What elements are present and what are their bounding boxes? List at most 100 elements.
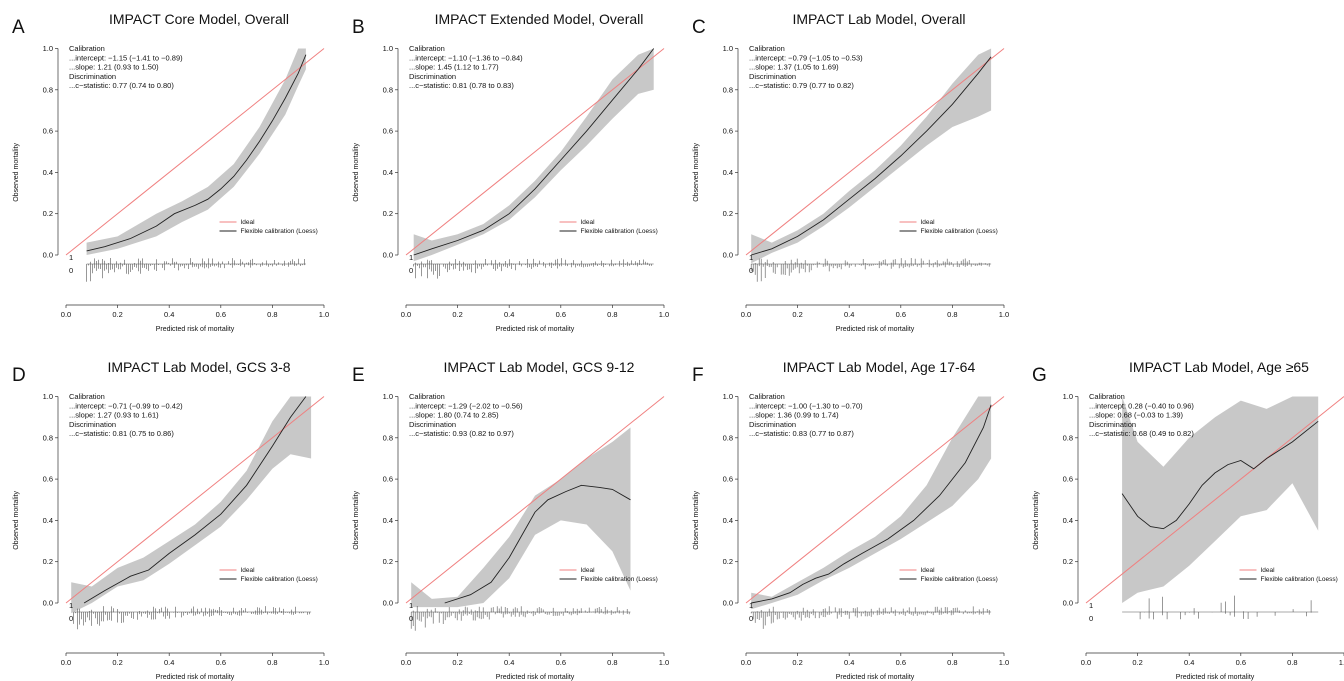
y-tick-label: 1.0 <box>43 44 53 53</box>
rug-plot: 10 <box>69 601 312 630</box>
annotation-line: Calibration <box>409 392 445 401</box>
x-tick-label: 0.8 <box>607 658 617 667</box>
legend-label: Flexible calibration (Loess) <box>581 228 658 235</box>
x-tick-label: 0.4 <box>504 310 514 319</box>
panel-letter: G <box>1032 365 1047 386</box>
panel-title: IMPACT Lab Model, Age 17-64 <box>783 359 976 375</box>
y-tick-label: 0.0 <box>1063 599 1073 608</box>
y-tick-label: 0.4 <box>1063 516 1073 525</box>
annotation-line: Calibration <box>69 392 105 401</box>
x-tick-label: 0.6 <box>216 310 226 319</box>
legend-label: Flexible calibration (Loess) <box>921 228 998 235</box>
x-tick-label: 0.4 <box>844 658 854 667</box>
annotation-line: ...slope: 1.45 (1.12 to 1.77) <box>409 63 499 72</box>
x-tick-label: 0.0 <box>61 310 71 319</box>
annotation-line: ...c−statistic: 0.93 (0.82 to 0.97) <box>409 429 514 438</box>
rug-label-0: 0 <box>409 266 413 275</box>
y-tick-label: 1.0 <box>723 44 733 53</box>
x-axis: 0.0 0.2 0.4 0.6 0.8 1.0 Predicted risk of mort… <box>61 304 329 333</box>
confidence-band <box>86 48 306 255</box>
annotation-line: ...slope: 1.21 (0.93 to 1.50) <box>69 63 159 72</box>
y-tick-label: 0.2 <box>723 557 733 566</box>
y-tick-label: 0.0 <box>43 251 53 260</box>
panel-f: F IMPACT Lab Model, Age 17-64 0.0 0.2 0.4 0.6… <box>692 359 1009 681</box>
legend: Ideal Flexible calibration (Loess) <box>559 567 658 583</box>
rug-plot: 10 <box>1089 595 1319 623</box>
legend: Ideal Flexible calibration (Loess) <box>899 567 998 583</box>
annotation-line: ...c−statistic: 0.81 (0.78 to 0.83) <box>409 81 514 90</box>
panel-letter: E <box>352 365 365 386</box>
panel-e: E IMPACT Lab Model, GCS 9-120.00.20.40.60… <box>352 359 669 681</box>
annotation-line: Discrimination <box>409 72 456 81</box>
loess-line <box>1121 420 1319 530</box>
loess-line <box>413 48 655 256</box>
x-tick-label: 0.4 <box>504 658 514 667</box>
y-tick-label: 0.0 <box>723 599 733 608</box>
calibration-annotation: Calibration...intercept: −1.15 (−1.41 to… <box>69 44 183 90</box>
panel-g: G IMPACT Lab Model, Age ≥650.00.20.40.60.… <box>1032 359 1344 681</box>
x-tick-label: 0.6 <box>896 658 906 667</box>
y-tick-label: 1.0 <box>1063 392 1073 401</box>
x-tick-label: 0.8 <box>1287 658 1297 667</box>
x-axis-label: Predicted risk of mortality <box>496 326 575 333</box>
annotation-line: ...intercept: 0.28 (−0.40 to 0.96) <box>1089 401 1194 410</box>
annotation-line: ...c−statistic: 0.68 (0.49 to 0.82) <box>1089 429 1194 438</box>
annotation-line: ...slope: 1.36 (0.99 to 1.74) <box>749 411 839 420</box>
x-axis: 0.0 0.2 0.4 0.6 0.8 1.0 Predicted risk of mort… <box>1081 652 1344 681</box>
annotation-line: Discrimination <box>1089 420 1136 429</box>
y-axis: 0.0 0.2 0.4 0.6 0.8 1.0 Observed mortality <box>693 44 739 260</box>
annotation-line: ...slope: 1.37 (1.05 to 1.69) <box>749 63 839 72</box>
y-tick-label: 0.4 <box>43 516 53 525</box>
confidence-band <box>751 48 992 264</box>
loess-line <box>444 484 631 604</box>
x-tick-label: 0.0 <box>1081 658 1091 667</box>
y-tick-label: 0.2 <box>1063 557 1073 566</box>
y-tick-label: 0.8 <box>383 433 393 442</box>
panel-title: IMPACT Extended Model, Overall <box>435 11 644 27</box>
y-tick-label: 0.2 <box>43 557 53 566</box>
x-tick-label: 0.6 <box>556 658 566 667</box>
confidence-band <box>1122 396 1319 603</box>
calibration-annotation: Calibration...intercept: −1.00 (−1.30 to… <box>749 392 863 438</box>
y-tick-label: 1.0 <box>383 44 393 53</box>
rug-label-0: 0 <box>1089 614 1093 623</box>
loess-line <box>751 404 992 604</box>
annotation-line: Discrimination <box>409 420 456 429</box>
x-axis-label: Predicted risk of mortality <box>496 674 575 681</box>
legend-label: Flexible calibration (Loess) <box>1261 576 1338 583</box>
y-axis: 0.0 0.2 0.4 0.6 0.8 1.0 Observed mortality <box>353 392 399 608</box>
panel-letter: D <box>12 365 26 386</box>
y-axis-label: Observed mortality <box>13 491 20 550</box>
calibration-annotation: Calibration...intercept: −1.10 (−1.36 to… <box>409 44 523 90</box>
x-tick-label: 0.4 <box>164 658 174 667</box>
legend-label: Ideal <box>581 567 596 574</box>
confidence-band <box>751 396 992 610</box>
annotation-line: Calibration <box>749 392 785 401</box>
panel-b: B IMPACT Extended Model, Overall 0.0 0.2 0.4… <box>352 11 669 333</box>
annotation-line: ...slope: 1.27 (0.93 to 1.61) <box>69 411 159 420</box>
y-axis: 0.0 0.2 0.4 0.6 0.8 1.0 Observed mortality <box>13 44 59 260</box>
x-tick-label: 0.8 <box>947 310 957 319</box>
legend: Ideal Flexible calibration (Loess) <box>899 219 998 235</box>
y-tick-label: 0.2 <box>383 209 393 218</box>
y-tick-label: 0.6 <box>1063 475 1073 484</box>
ideal-line <box>745 48 1005 256</box>
panel-title: IMPACT Lab Model, Overall <box>793 11 966 27</box>
y-axis-label: Observed mortality <box>13 143 20 202</box>
y-tick-label: 1.0 <box>723 392 733 401</box>
x-tick-label: 0.0 <box>61 658 71 667</box>
y-tick-label: 0.8 <box>1063 433 1073 442</box>
legend-label: Flexible calibration (Loess) <box>241 228 318 235</box>
annotation-line: ...slope: 0.68 (−0.03 to 1.39) <box>1089 411 1184 420</box>
x-tick-label: 0.6 <box>556 310 566 319</box>
x-tick-label: 1.0 <box>319 310 329 319</box>
panel-d: D IMPACT Lab Model, GCS 3-80.00.20.40.60.… <box>12 359 329 681</box>
x-tick-label: 0.6 <box>216 658 226 667</box>
y-tick-label: 0.4 <box>723 168 733 177</box>
legend: Ideal Flexible calibration (Loess) <box>559 219 658 235</box>
panel-title: IMPACT Lab Model, Age ≥65 <box>1129 359 1309 375</box>
x-tick-label: 0.4 <box>844 310 854 319</box>
rug-label-1: 1 <box>69 253 73 262</box>
x-tick-label: 1.0 <box>999 310 1009 319</box>
calibration-annotation: Calibration...intercept: −0.71 (−0.99 to… <box>69 392 183 438</box>
